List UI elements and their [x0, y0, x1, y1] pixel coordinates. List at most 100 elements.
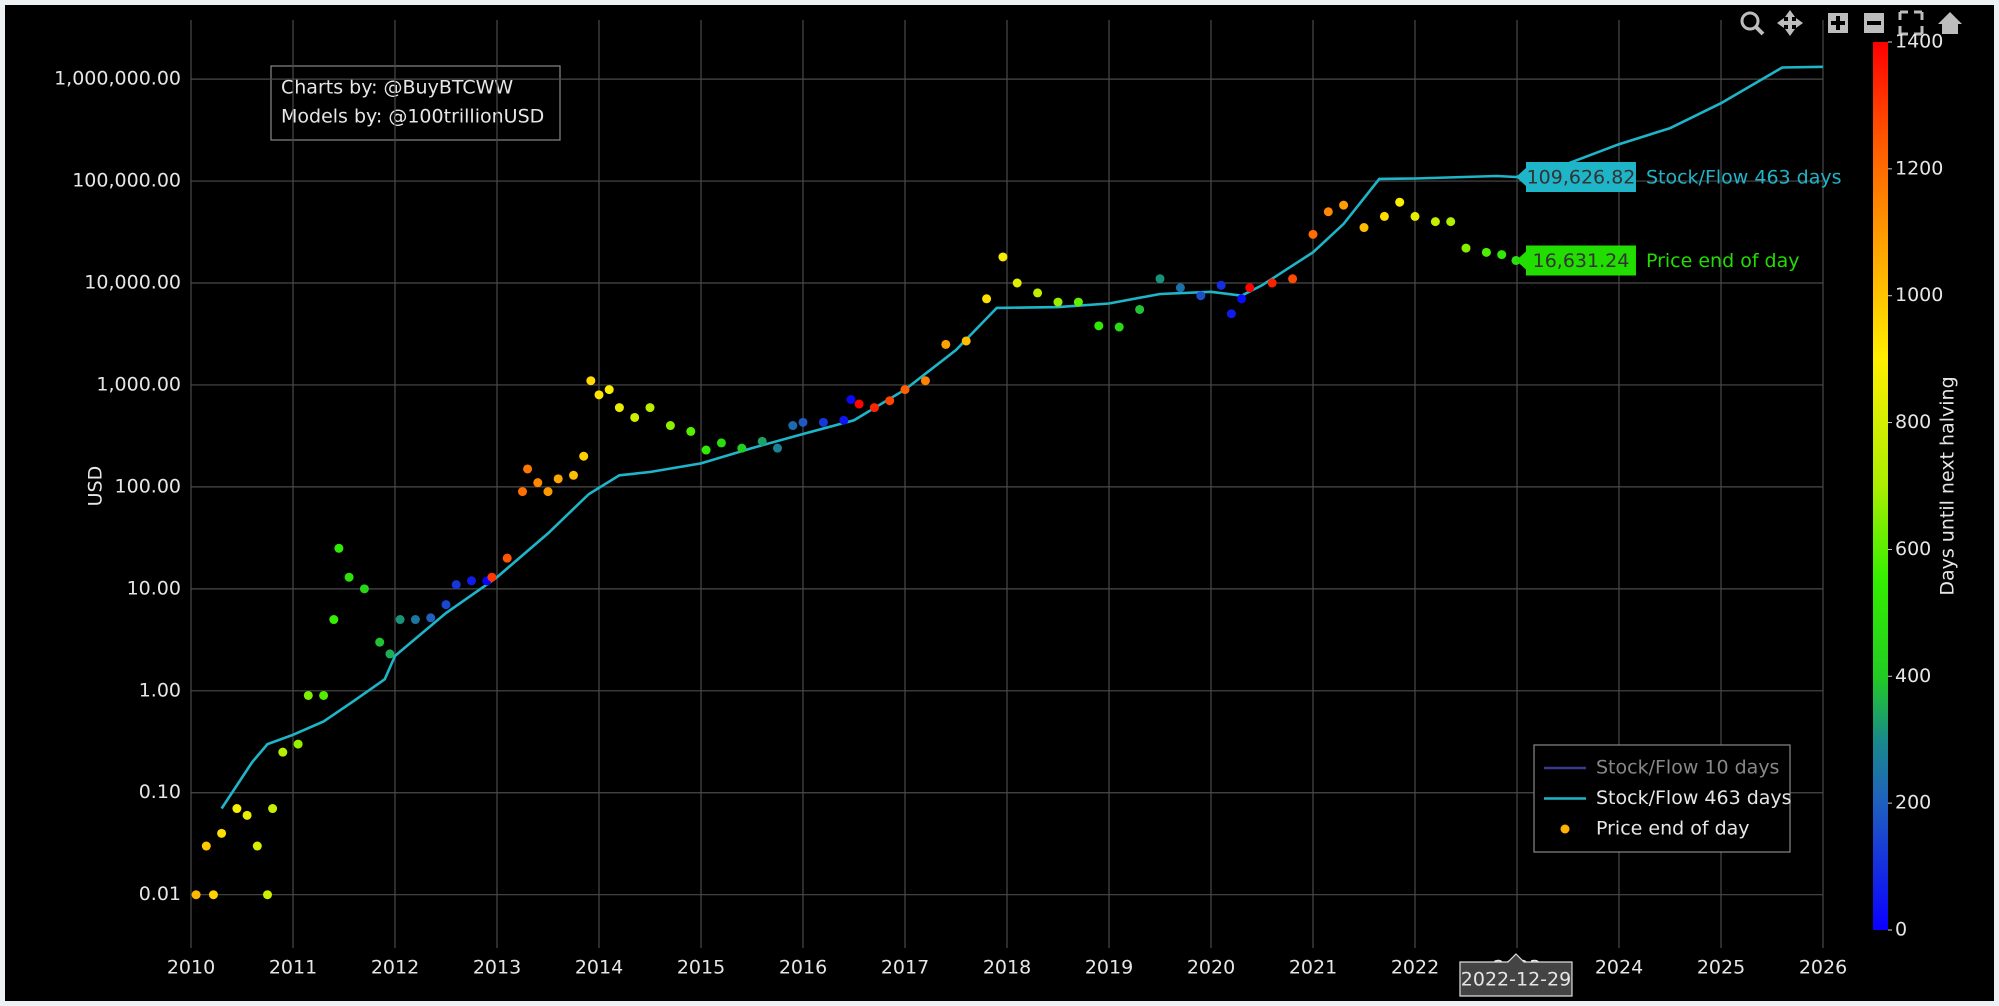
price-point	[594, 390, 604, 400]
grid	[190, 20, 1824, 948]
price-point	[533, 478, 543, 488]
price-point	[385, 649, 395, 659]
price-point	[569, 470, 578, 480]
price-point	[252, 841, 262, 851]
annotation-line: Charts by: @BuyBTCWW	[281, 77, 513, 99]
y-tick-label: 100,000.00	[72, 170, 181, 192]
colorbar-tick-label: 1400	[1895, 31, 1943, 53]
price-point	[998, 252, 1008, 262]
price-point	[518, 487, 527, 497]
legend-label: Price end of day	[1596, 818, 1750, 840]
price-point	[1245, 283, 1255, 293]
price-point	[818, 417, 828, 427]
y-tick-label: 10,000.00	[84, 272, 181, 294]
price-point	[604, 385, 614, 395]
x-tick-label: 2024	[1595, 957, 1643, 979]
colorbar-title: Days until next halving	[1937, 376, 1959, 595]
price-point	[716, 438, 726, 448]
price-point	[854, 399, 864, 409]
price-point	[701, 445, 711, 455]
y-tick-label: 10.00	[127, 577, 181, 599]
price-point	[487, 572, 497, 582]
hover-box	[1515, 161, 1636, 192]
line	[220, 65, 1823, 810]
price-point	[982, 294, 992, 304]
price-point	[630, 412, 640, 422]
price-point	[319, 690, 329, 700]
x-tick-label: 2014	[575, 957, 623, 979]
y-tick-label: 100.00	[115, 475, 181, 497]
price-point	[1053, 297, 1063, 307]
price-point	[1226, 309, 1236, 319]
hover-series-name: Price end of day	[1646, 250, 1800, 272]
home-button[interactable]	[1938, 12, 1962, 34]
y-tick-label: 1,000,000.00	[54, 68, 181, 90]
y-tick-label: 0.01	[139, 883, 181, 905]
price-point	[1379, 211, 1389, 221]
annotation: Charts by: @BuyBTCWW Models by: @100tril…	[270, 65, 561, 141]
price-point	[579, 451, 589, 461]
price-point	[839, 415, 849, 425]
price-point	[846, 394, 856, 404]
x-tick-label: 2010	[167, 957, 215, 979]
zoom-out-button[interactable]	[1864, 13, 1884, 33]
price-point	[961, 336, 971, 346]
pan-button[interactable]	[1777, 10, 1803, 36]
colorbar-tick-label: 400	[1895, 665, 1931, 687]
colorbar-tick-label: 1000	[1895, 284, 1943, 306]
legend-marker	[1560, 824, 1570, 834]
price-point	[1461, 243, 1471, 253]
price-point	[1430, 217, 1440, 227]
x-tick-label: 2016	[779, 957, 827, 979]
annotation-line: Models by: @100trillionUSD	[281, 106, 544, 128]
legend: Stock/Flow 10 days Stock/Flow 463 days Pri…	[1533, 744, 1792, 853]
price-point	[1196, 291, 1206, 301]
price-point	[426, 613, 436, 623]
x-tick-label: 2017	[881, 957, 929, 979]
price-point	[757, 436, 767, 446]
price-point	[1308, 229, 1318, 239]
x-tick-label: 2025	[1697, 957, 1745, 979]
price-point	[1288, 274, 1298, 284]
price-point	[523, 464, 533, 474]
x-tick-label: 2018	[983, 957, 1031, 979]
y-tick-label: 1.00	[139, 679, 181, 701]
price-point	[885, 396, 895, 406]
price-point	[645, 403, 655, 413]
price-point	[1155, 274, 1165, 284]
hover-value: 16,631.24	[1533, 250, 1630, 272]
price-point	[441, 600, 451, 610]
x-tick-label: 2012	[371, 957, 419, 979]
hover-value: 109,626.82	[1527, 166, 1636, 188]
price-point	[217, 828, 227, 838]
price-point	[941, 339, 951, 349]
price-point	[1094, 321, 1104, 331]
price-point	[208, 890, 218, 900]
price-point	[344, 572, 354, 582]
price-point	[268, 804, 278, 814]
x-tick-label: 2020	[1187, 957, 1235, 979]
x-tick-label: 2022	[1391, 957, 1439, 979]
legend-label: Stock/Flow 10 days	[1596, 757, 1779, 779]
price-point	[869, 403, 879, 413]
price-point	[467, 576, 476, 586]
price-point	[1267, 278, 1277, 288]
colorbar-tick-label: 800	[1895, 411, 1931, 433]
autoscale-button[interactable]	[1898, 10, 1924, 36]
price-point	[334, 543, 344, 553]
zoom-button[interactable]	[1740, 11, 1765, 36]
price-point	[359, 584, 369, 594]
price-point	[1446, 217, 1456, 227]
price-point	[798, 417, 808, 427]
price-point	[502, 553, 512, 563]
price-point	[900, 385, 910, 395]
price-point	[1237, 294, 1247, 304]
x-tick-label: 2011	[269, 957, 317, 979]
zoom-in-button[interactable]	[1828, 13, 1848, 33]
y-axis-title: USD	[85, 466, 107, 507]
price-point	[303, 690, 313, 700]
price-point	[773, 443, 782, 453]
price-point	[686, 426, 696, 436]
hover-x-label: 2022-12-29	[1461, 969, 1571, 991]
